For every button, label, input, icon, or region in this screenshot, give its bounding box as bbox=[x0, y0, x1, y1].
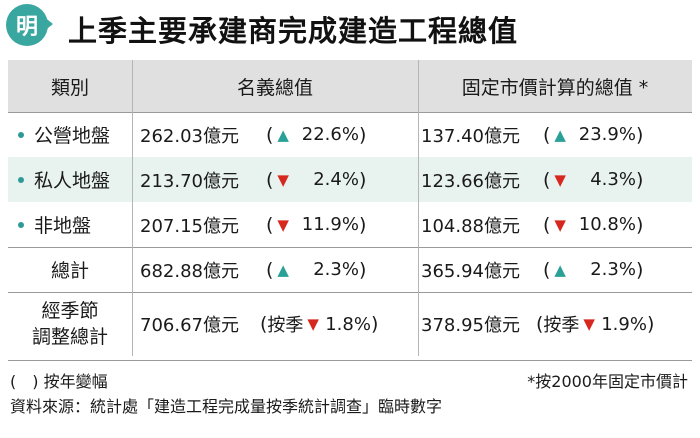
row-category: 非地盤 bbox=[8, 202, 132, 247]
row-category: 公營地盤 bbox=[8, 112, 132, 157]
column-divider bbox=[418, 60, 419, 356]
real-change: (▲ 23.9%) bbox=[543, 123, 644, 146]
nominal-value: 682.88億元 bbox=[140, 260, 239, 282]
table-bottom-divider bbox=[8, 360, 692, 361]
up-arrow-icon: ▲ bbox=[554, 260, 566, 279]
nominal-change: (按季 ▼ 1.8%) bbox=[260, 313, 379, 336]
nominal-value: 706.67億元 bbox=[140, 315, 239, 336]
column-divider bbox=[132, 60, 133, 356]
real-change: (▲ 2.3%) bbox=[543, 258, 644, 281]
row-category: 私人地盤 bbox=[8, 157, 132, 202]
nominal-value: 262.03億元 bbox=[140, 125, 239, 147]
row-divider bbox=[8, 247, 692, 248]
nominal-change: (▼ 11.9%) bbox=[266, 213, 367, 236]
real-value: 365.94億元 bbox=[421, 260, 520, 282]
down-arrow-icon: ▼ bbox=[583, 315, 595, 333]
bullet-dot-icon bbox=[18, 131, 24, 138]
footnote-paren: ( ) 按年變幅 bbox=[10, 372, 108, 391]
up-arrow-icon: ▲ bbox=[277, 125, 289, 144]
table-row: 非地盤 207.15億元 (▼ 11.9%) 104.88億元 (▼ 10.8%) bbox=[8, 202, 692, 247]
down-arrow-icon: ▼ bbox=[554, 170, 566, 189]
real-value: 123.66億元 bbox=[421, 170, 520, 192]
header-category: 類別 bbox=[50, 76, 89, 99]
row-divider bbox=[8, 292, 692, 293]
down-arrow-icon: ▼ bbox=[307, 315, 319, 333]
real-value: 104.88億元 bbox=[421, 215, 520, 237]
real-value: 137.40億元 bbox=[421, 125, 520, 147]
page-title: 上季主要承建商完成建造工程總值 bbox=[68, 14, 519, 48]
up-arrow-icon: ▲ bbox=[554, 125, 566, 144]
bullet-dot-icon bbox=[18, 221, 24, 228]
nominal-change: (▲ 2.3%) bbox=[266, 258, 367, 281]
nominal-value: 207.15億元 bbox=[140, 215, 239, 237]
header-constant-price: 固定市價計算的總值 * bbox=[461, 76, 649, 99]
nominal-change: (▲ 22.6%) bbox=[266, 123, 367, 146]
logo-char: 明 bbox=[15, 15, 38, 40]
up-arrow-icon: ▲ bbox=[277, 260, 289, 279]
table-row: 經季節 調整總計 706.67億元 (按季 ▼ 1.8%) 378.95億元 (按季 ▼… bbox=[8, 292, 692, 356]
brand-logo: 明 bbox=[6, 4, 53, 46]
nominal-value: 213.70億元 bbox=[140, 170, 239, 192]
bullet-dot-icon bbox=[18, 176, 24, 183]
table-row: 總計 682.88億元 (▲ 2.3%) 365.94億元 (▲ 2.3%) bbox=[8, 247, 692, 292]
footnote-star: *按2000年固定市價計 bbox=[527, 372, 688, 391]
table-header-row: 類別 名義總值 固定市價計算的總值 * bbox=[8, 60, 692, 112]
row-category: 總計 bbox=[50, 260, 89, 282]
header: 明 上季主要承建商完成建造工程總值 bbox=[0, 0, 700, 50]
real-change: (▼ 10.8%) bbox=[543, 213, 644, 236]
down-arrow-icon: ▼ bbox=[277, 170, 289, 189]
row-category: 經季節 調整總計 bbox=[31, 300, 108, 348]
source-note: 資料來源：統計處「建造工程完成量按季統計調查」臨時數字 bbox=[10, 397, 443, 416]
nominal-change: (▼ 2.4%) bbox=[266, 168, 367, 191]
table-row: 私人地盤 213.70億元 (▼ 2.4%) 123.66億元 (▼ 4.3%) bbox=[8, 157, 692, 202]
table-row: 公營地盤 262.03億元 (▲ 22.6%) 137.40億元 (▲ 23.9%) bbox=[8, 112, 692, 157]
real-change: (▼ 4.3%) bbox=[543, 168, 644, 191]
row-divider bbox=[8, 112, 692, 113]
down-arrow-icon: ▼ bbox=[277, 215, 289, 234]
header-nominal: 名義總值 bbox=[236, 76, 313, 99]
down-arrow-icon: ▼ bbox=[554, 215, 566, 234]
real-change: (按季 ▼ 1.9%) bbox=[536, 313, 655, 336]
real-value: 378.95億元 bbox=[421, 315, 520, 336]
